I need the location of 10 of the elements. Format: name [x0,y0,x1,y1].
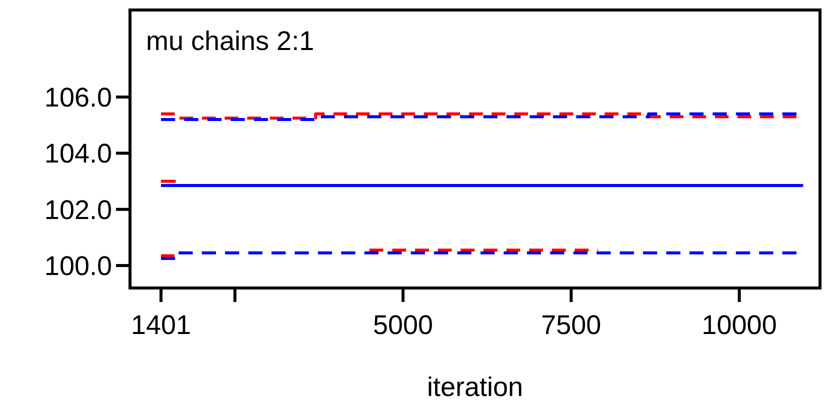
x-tick-label: 7500 [541,310,602,340]
text: mu chains 2:1 [146,26,314,56]
x-axis-title: iteration [426,372,524,402]
y-tick-label: 100.0 [44,250,112,281]
x-tick-label: 5000 [373,310,434,340]
x-tick-label: 10000 [702,310,777,340]
y-tick-label: 102.0 [44,194,112,225]
y-tick-label: 106.0 [44,82,112,112]
x-tick-label: 1401 [130,310,192,340]
y-tick-label: 104.0 [44,138,112,169]
